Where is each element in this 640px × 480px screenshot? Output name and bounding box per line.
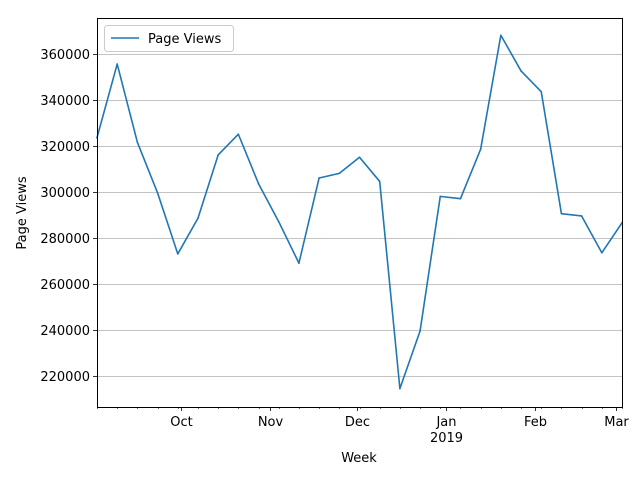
data-point [257,182,260,185]
y-gridlines [97,54,622,377]
y-tick-label: 240000 [40,324,90,339]
y-axis-ticks: 220000 240000 260000 280000 300000 320000 3400… [40,48,97,385]
data-point [439,195,442,198]
data-point [399,387,401,390]
data-point [318,177,320,179]
data-point [298,262,300,264]
data-point [277,220,280,223]
legend-label-page-views: Page Views [148,32,221,47]
data-point [156,192,159,194]
data-point [540,90,543,93]
y-tick-label: 320000 [40,140,90,155]
data-point [560,212,563,215]
y-axis-label: Page Views [15,176,30,249]
x-tick-label: Mar [604,415,629,430]
data-point [217,154,219,156]
data-point [500,34,502,37]
x-tick-label: Oct [170,415,192,430]
y-tick-label: 220000 [40,370,90,385]
x-tick-label: Feb [524,415,547,430]
data-point [378,180,381,183]
data-point [338,172,341,175]
y-tick-label: 280000 [40,232,90,247]
x-tick-label: Jan [435,415,456,430]
data-point [601,251,603,254]
data-point [136,141,139,144]
series-lines [96,34,624,390]
y-tick-label: 360000 [40,48,90,63]
data-point [116,63,118,65]
y-tick-label: 260000 [40,278,90,293]
x-tick-label: Dec [345,415,370,430]
y-tick-label: 300000 [40,186,90,201]
legend-frame [104,25,234,52]
y-tick-label: 340000 [40,94,90,109]
x-tick-label: Nov [258,415,284,430]
x-axis-label: Week [341,451,377,466]
data-point [176,253,179,255]
data-point [479,148,482,150]
x-tick-sublabel: 2019 [430,431,463,446]
data-point [237,133,240,136]
data-point [520,70,522,72]
data-point [197,217,199,220]
data-point [459,197,462,200]
data-point [419,330,421,332]
data-point [358,156,361,159]
data-point [580,215,583,217]
plot-frame [97,18,623,408]
legend: Page Views [104,25,234,52]
